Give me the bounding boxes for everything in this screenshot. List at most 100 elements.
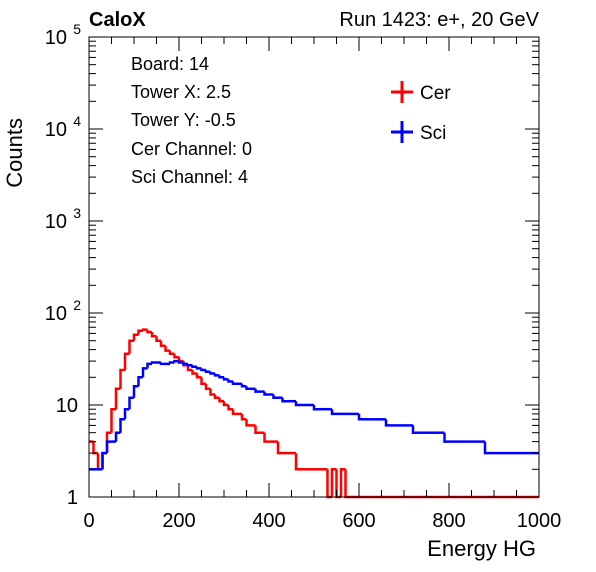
cer-bin	[114, 387, 121, 410]
cer-bin	[141, 328, 148, 331]
cer-bin	[240, 413, 247, 421]
y-tick-label: 10	[56, 395, 78, 417]
sci-bin	[123, 407, 130, 420]
x-tick-label: 800	[432, 510, 465, 532]
y-tick-exponent: 2	[73, 297, 81, 313]
cer-bin	[209, 388, 215, 396]
cer-bin	[294, 453, 301, 471]
y-tick-exponent: 3	[73, 205, 81, 221]
cer-bin	[254, 425, 260, 434]
cer-bin	[231, 409, 238, 416]
sci-bin	[294, 401, 301, 407]
sci-bin	[312, 405, 319, 411]
sci-bin	[357, 413, 364, 421]
series-layer	[89, 328, 539, 499]
y-tick-label: 10	[45, 211, 67, 233]
cer-bin	[177, 357, 184, 363]
sci-bin	[182, 362, 188, 366]
axes-layer: 0 200 400 600 800 1000 1 10 10 2 10 3 10 4 10 5	[45, 21, 562, 532]
sci-bin	[146, 362, 152, 369]
y-tick-exponent: 4	[73, 113, 81, 129]
cer-bin	[123, 352, 130, 370]
sci-bin	[218, 375, 224, 379]
cer-bin	[159, 340, 166, 348]
run-label: Run 1423: e+, 20 GeV	[339, 9, 539, 31]
sci-bin	[281, 397, 287, 403]
x-axis-label: Energy HG	[427, 536, 536, 561]
experiment-label: CaloX	[89, 9, 146, 31]
sci-bin	[222, 377, 229, 381]
sci-bin	[272, 394, 278, 399]
cer-bin	[330, 468, 337, 497]
sci-bin	[177, 361, 184, 364]
y-tick-label: 10	[45, 303, 67, 325]
cer-bin	[245, 419, 251, 427]
cer-bin	[200, 377, 206, 386]
legend-label-sci: Sci	[420, 123, 446, 144]
cer-bin	[276, 441, 283, 455]
info-sci-channel: Sci Channel: 4	[131, 167, 248, 187]
sci-bin	[195, 366, 202, 370]
sci-bin	[191, 365, 197, 369]
sci-bin	[384, 419, 391, 427]
cer-bin	[164, 345, 170, 352]
sci-bin	[227, 379, 233, 383]
y-axis-label: Counts	[2, 118, 27, 188]
info-board: Board: 14	[131, 54, 209, 74]
sci-bin	[141, 367, 148, 378]
sci-bin	[150, 361, 157, 364]
cer-bin	[168, 350, 175, 356]
cer-bin	[191, 370, 197, 375]
sci-bin	[209, 371, 215, 375]
sci-bin	[119, 418, 125, 433]
sci-bin	[159, 362, 166, 366]
cer-bin	[150, 332, 157, 338]
cer-bin	[132, 333, 139, 341]
cer-bin	[110, 407, 116, 433]
sci-bin	[168, 361, 175, 364]
cer-bin	[227, 405, 233, 411]
sci-bin	[137, 376, 143, 387]
legend-marker-cer	[391, 81, 413, 103]
sci-bin	[200, 368, 206, 372]
sci-bin	[240, 383, 247, 388]
sci-bin	[186, 363, 193, 367]
cer-bin	[146, 329, 152, 334]
cer-bin	[204, 383, 211, 391]
sci-bin	[231, 381, 238, 386]
cer-bin	[213, 394, 220, 399]
sci-bin	[132, 384, 139, 398]
info-box: Board: 14 Tower X: 2.5 Tower Y: -0.5 Cer…	[118, 45, 360, 195]
info-tower-x: Tower X: 2.5	[131, 82, 231, 102]
sci-bin	[254, 388, 260, 393]
series-cer	[89, 328, 539, 499]
cer-bin	[339, 468, 346, 497]
sci-bin	[173, 359, 179, 363]
y-tick-label: 10	[45, 119, 67, 141]
cer-bin	[119, 368, 125, 389]
sci-bin	[213, 373, 220, 377]
sci-bin	[245, 386, 251, 391]
cer-bin	[128, 339, 134, 354]
cer-bin	[195, 373, 202, 379]
legend: Cer Sci	[391, 81, 451, 144]
sci-bin	[411, 425, 418, 434]
sci-bin	[330, 409, 337, 416]
x-tick-label: 0	[83, 510, 94, 532]
sci-bin	[105, 440, 112, 454]
y-tick-label: 1	[67, 487, 78, 509]
x-tick-label: 600	[342, 510, 375, 532]
cer-bin	[218, 397, 224, 403]
legend-marker-sci	[391, 121, 413, 143]
x-tick-label: 1000	[517, 510, 562, 532]
sci-bin	[204, 370, 211, 373]
x-tick-label: 400	[252, 510, 285, 532]
series-sci	[89, 359, 539, 471]
sci-bin	[101, 451, 107, 470]
cer-bin	[344, 469, 350, 499]
info-cer-channel: Cer Channel: 0	[131, 139, 252, 159]
cer-bin	[137, 329, 143, 335]
x-tick-label: 200	[162, 510, 195, 532]
cer-bin	[155, 336, 161, 342]
